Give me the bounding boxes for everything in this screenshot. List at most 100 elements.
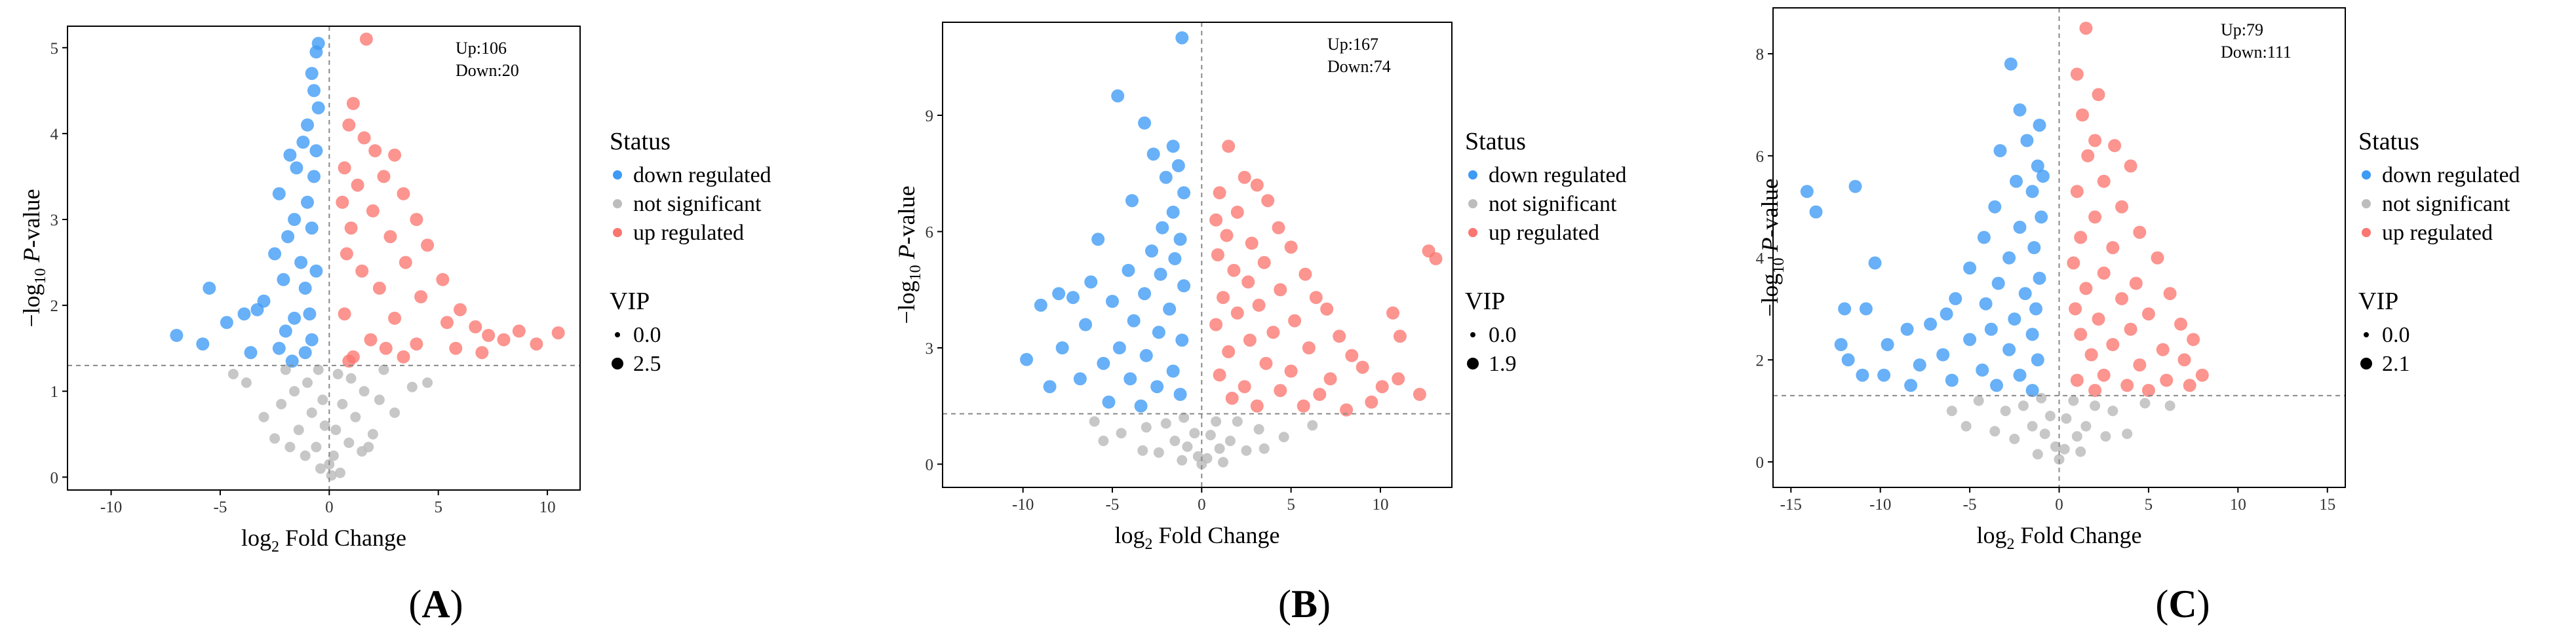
plot-frame [942, 22, 1453, 488]
up-point [1386, 306, 1399, 320]
ns-point [2027, 421, 2038, 432]
up-point [2092, 88, 2105, 102]
up-point [2074, 231, 2088, 244]
y-tick-label: 6 [1756, 148, 1765, 166]
down-point [1913, 358, 1926, 372]
up-point [2097, 266, 2111, 280]
down-point [1173, 388, 1187, 401]
down-point [1138, 287, 1152, 301]
legend-vip-item: 2.1 [2382, 352, 2410, 376]
down-count-label: Down:74 [1327, 57, 1391, 76]
down-point [2025, 384, 2039, 397]
ns-point [2009, 434, 2020, 444]
down-point [1979, 297, 1993, 311]
up-point [1220, 229, 1234, 242]
ns-point [2036, 392, 2047, 404]
y-tick-label: 6 [926, 224, 934, 242]
ns-point [1182, 441, 1193, 452]
down-point [301, 195, 314, 209]
down-point [2013, 220, 2027, 234]
y-tick-label: 8 [1756, 46, 1765, 64]
down-point [285, 354, 299, 368]
up-point [1288, 314, 1302, 328]
up-count-label: Up:167 [1327, 35, 1378, 54]
down-point [305, 67, 319, 81]
down-point [281, 230, 295, 244]
up-point [512, 324, 526, 338]
up-point [1297, 399, 1310, 413]
panel-label: (C) [2155, 582, 2210, 626]
up-point [1252, 298, 1266, 312]
legend-status-item: down regulated [2382, 163, 2520, 187]
up-point [2141, 307, 2155, 321]
ns-point [2122, 428, 2133, 440]
down-point [1877, 368, 1891, 382]
up-point [2133, 225, 2147, 239]
up-point [410, 213, 423, 226]
down-point [1977, 231, 1991, 244]
x-tick-label: -10 [100, 499, 122, 516]
down-point [1091, 233, 1105, 246]
up-point [2156, 343, 2170, 356]
ns-point [332, 369, 343, 379]
up-point [2079, 282, 2093, 295]
legend-status-title: Status [610, 128, 671, 155]
x-axis-title: log2 Fold Change [1114, 522, 1279, 553]
ns-point [330, 425, 342, 436]
up-point [397, 187, 410, 200]
up-point [2124, 322, 2137, 336]
up-point [340, 247, 353, 261]
panel-c: -15 -10 -5 0 5 10 15 0 2 4 6 8 log2 Fold Change −log1… [1756, 7, 2520, 626]
up-point [449, 341, 463, 355]
up-count-label: Up:79 [2221, 20, 2263, 39]
up-point [2097, 368, 2111, 382]
up-point [1243, 333, 1257, 347]
x-tick-label: 15 [2319, 496, 2335, 514]
down-point [1924, 317, 1938, 331]
ns-point [311, 442, 322, 453]
down-point [1838, 302, 1852, 316]
y-tick-label: 4 [50, 126, 59, 143]
down-point [2031, 159, 2044, 173]
y-tick-label: 3 [50, 212, 59, 229]
up-point [2108, 139, 2122, 153]
up-point [377, 170, 391, 183]
up-point [2195, 368, 2209, 382]
up-point [1274, 283, 1287, 297]
down-point [1945, 373, 1959, 387]
down-point [1175, 31, 1189, 45]
up-point [2070, 67, 2084, 81]
up-point [2097, 174, 2111, 188]
up-point [1320, 302, 1334, 316]
up-point [1250, 399, 1264, 413]
up-count-label: Up:106 [456, 39, 507, 58]
down-point [301, 118, 314, 132]
up-point [366, 204, 380, 217]
up-point [2088, 210, 2102, 224]
down-point [309, 45, 323, 59]
down-point [1993, 144, 2007, 157]
ns-point [422, 377, 433, 388]
down-point [1990, 379, 2003, 392]
ns-point [2039, 428, 2050, 440]
legend-vip-item: 0.0 [2382, 323, 2410, 347]
ns-point [2032, 449, 2043, 460]
up-point [355, 264, 369, 278]
up-point [2079, 22, 2093, 35]
up-point [1298, 267, 1312, 281]
up-point [436, 273, 450, 286]
ns-point [315, 463, 326, 474]
legend-ns-swatch [2362, 199, 2371, 208]
ns-point [1218, 457, 1228, 468]
ns-point [306, 407, 317, 418]
ns-point [289, 386, 300, 397]
y-tick-label: 0 [1756, 454, 1765, 472]
down-point [1936, 348, 1950, 362]
ns-point [1278, 432, 1289, 443]
down-point [268, 247, 282, 261]
down-point [2008, 312, 2021, 326]
down-point [2027, 241, 2041, 254]
down-point [2035, 210, 2048, 224]
down-point [196, 337, 210, 351]
up-point [2115, 200, 2128, 214]
